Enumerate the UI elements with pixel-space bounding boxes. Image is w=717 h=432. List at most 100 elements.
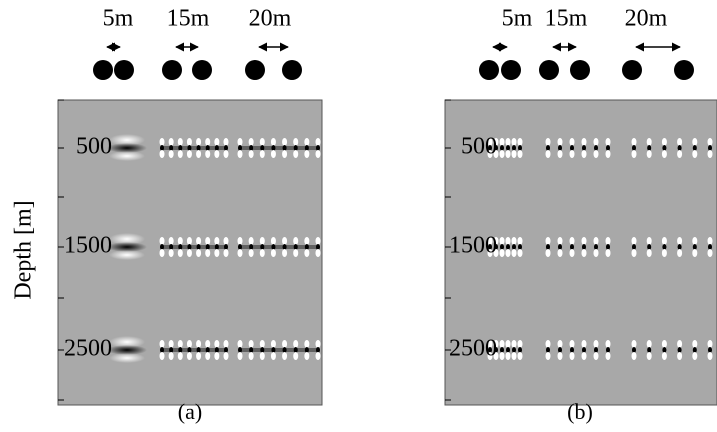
- event-dot: [569, 150, 575, 158]
- event-dot: [593, 340, 599, 348]
- event-dot: [248, 340, 254, 348]
- event-dot: [677, 340, 683, 348]
- event-dot: [631, 138, 637, 146]
- event-dot: [177, 249, 183, 257]
- event-dot: [605, 150, 611, 158]
- event-dot: [546, 347, 550, 353]
- images: [57, 99, 717, 406]
- event-dot: [493, 138, 499, 146]
- event-dot: [606, 145, 610, 151]
- event-dot: [493, 237, 499, 245]
- event-dot: [646, 150, 652, 158]
- event-dot: [499, 138, 505, 146]
- event-dot: [500, 347, 504, 353]
- event-dot: [315, 237, 321, 245]
- event-dot: [631, 237, 637, 245]
- event-dot: [304, 138, 310, 146]
- event-band: [240, 146, 318, 150]
- event-dot: [249, 244, 254, 250]
- event-dot: [570, 145, 574, 151]
- event-dot: [196, 138, 202, 146]
- event-dot: [282, 347, 287, 353]
- event-dot: [511, 352, 517, 360]
- event-dot: [631, 352, 637, 360]
- receiver-dot: [479, 60, 499, 80]
- event-dot: [282, 145, 287, 151]
- event-dot: [581, 249, 587, 257]
- event-dot: [282, 138, 288, 146]
- event-dot: [677, 237, 683, 245]
- event-dot: [661, 249, 667, 257]
- event-dot: [293, 145, 298, 151]
- event-dot: [517, 352, 523, 360]
- event-dot: [160, 145, 164, 151]
- event-dot: [178, 347, 183, 353]
- event-dot: [593, 237, 599, 245]
- event-dot: [304, 237, 310, 245]
- event-dot: [500, 145, 504, 151]
- event-dot: [662, 244, 667, 250]
- event-dot: [259, 237, 265, 245]
- event-dot: [512, 145, 516, 151]
- event-dot: [282, 244, 287, 250]
- event-dot: [187, 145, 192, 151]
- event-dot: [661, 138, 667, 146]
- event-dot: [205, 150, 211, 158]
- event-dot: [177, 237, 183, 245]
- event-dot: [646, 340, 652, 348]
- event-dot: [499, 340, 505, 348]
- event-dot: [260, 244, 265, 250]
- event-dot: [692, 340, 698, 348]
- event-blob: [109, 336, 145, 348]
- event-dot: [707, 138, 713, 146]
- event-dot: [511, 249, 517, 257]
- event-dot: [707, 340, 713, 348]
- event-dot: [214, 249, 220, 257]
- event-dot: [708, 347, 712, 353]
- event-dot: [205, 145, 210, 151]
- receiver-dot: [162, 60, 182, 80]
- event-dot: [631, 340, 637, 348]
- y-axis-label: Depth [m]: [11, 200, 37, 299]
- event-dot: [237, 340, 243, 348]
- event-dot: [169, 347, 174, 353]
- event-dot: [677, 150, 683, 158]
- event-dot: [557, 249, 563, 257]
- event-dot: [487, 249, 493, 257]
- event-dot: [582, 145, 586, 151]
- event-dot: [186, 138, 192, 146]
- event-dot: [196, 352, 202, 360]
- event-dot: [488, 244, 492, 250]
- event-dot: [605, 249, 611, 257]
- event-dot: [196, 244, 201, 250]
- event-dot: [605, 237, 611, 245]
- event-blob: [107, 242, 147, 252]
- event-dot: [692, 352, 698, 360]
- event-dot: [178, 244, 183, 250]
- event-dot: [487, 237, 493, 245]
- event-dot: [662, 145, 667, 151]
- event-dot: [168, 150, 174, 158]
- event-dot: [546, 145, 550, 151]
- event-dot: [569, 352, 575, 360]
- event-blob: [107, 345, 147, 355]
- event-dot: [692, 237, 698, 245]
- event-dot: [632, 347, 636, 353]
- event-dot: [160, 244, 164, 250]
- event-dot: [692, 138, 698, 146]
- event-dot: [249, 347, 254, 353]
- event-dot: [304, 249, 310, 257]
- event-dot: [606, 244, 610, 250]
- receiver-dot: [282, 60, 302, 80]
- event-dot: [196, 145, 201, 151]
- event-dot: [506, 347, 510, 353]
- event-dot: [315, 138, 321, 146]
- event-dot: [271, 347, 276, 353]
- spacing-label: 20m: [625, 6, 668, 32]
- event-dot: [259, 138, 265, 146]
- event-dot: [282, 249, 288, 257]
- event-dot: [569, 237, 575, 245]
- event-dot: [646, 237, 652, 245]
- event-dot: [499, 150, 505, 158]
